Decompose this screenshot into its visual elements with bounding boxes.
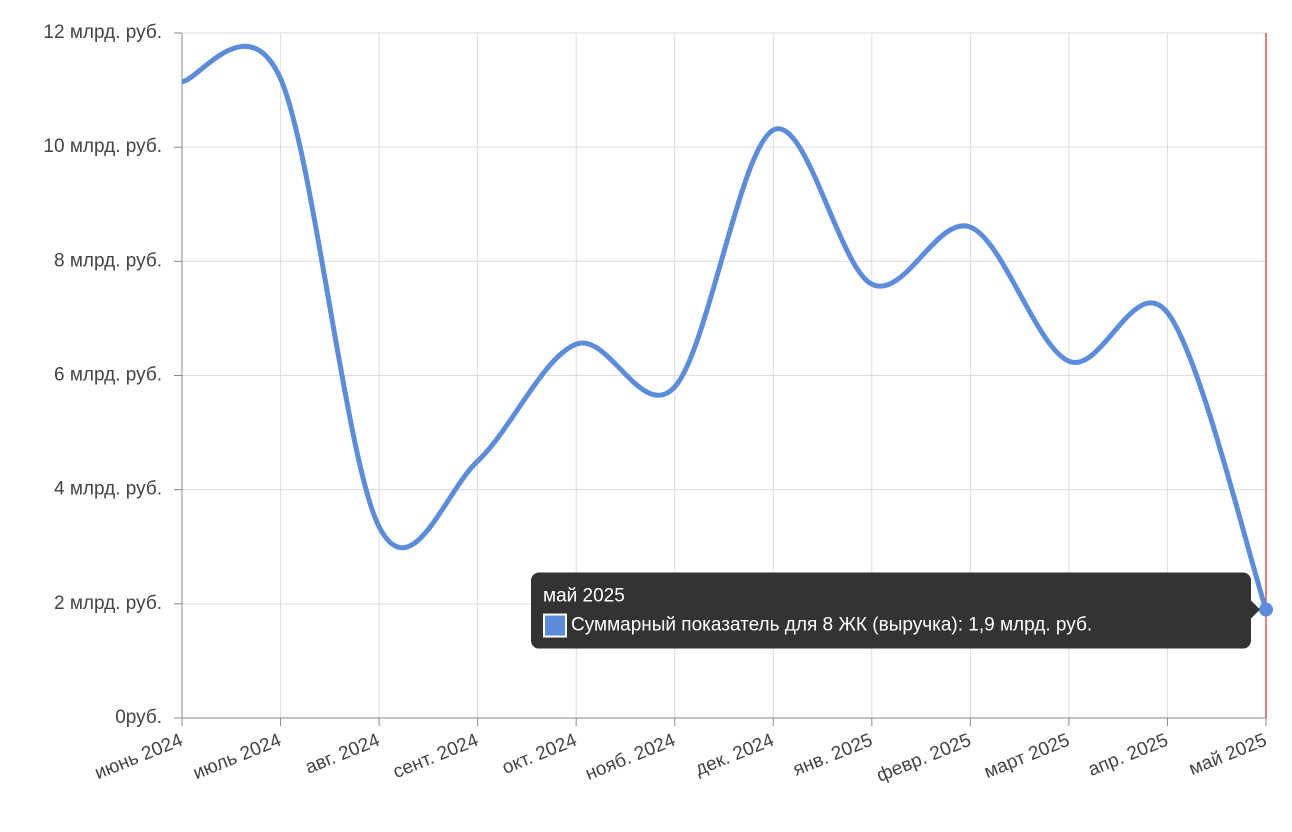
- x-tick-label: сент. 2024: [390, 730, 482, 783]
- hover-point: [1259, 602, 1273, 617]
- y-tick-label: 6 млрд. руб.: [54, 365, 162, 386]
- tooltip: май 2025 Суммарный показатель для 8 ЖК (в…: [531, 572, 1260, 649]
- y-tick-label: 0руб.: [115, 707, 162, 728]
- x-tick-label: окт. 2024: [499, 730, 580, 779]
- tooltip-box: [531, 572, 1251, 649]
- y-tick-label: 12 млрд. руб.: [43, 22, 162, 43]
- y-tick-label: 10 млрд. руб.: [43, 136, 162, 157]
- y-tick-label: 4 млрд. руб.: [54, 479, 162, 500]
- y-tick-label: 8 млрд. руб.: [54, 250, 162, 271]
- x-tick-label: дек. 2024: [692, 730, 777, 781]
- x-tick-label: авг. 2024: [303, 730, 384, 779]
- x-tick-label: июнь 2024: [92, 730, 186, 784]
- y-tick-label: 2 млрд. руб.: [54, 593, 162, 614]
- tooltip-title: май 2025: [543, 586, 625, 607]
- x-tick-label: янв. 2025: [790, 730, 875, 781]
- x-tick-label: март 2025: [981, 730, 1072, 783]
- x-tick-label: нояб. 2024: [582, 730, 678, 785]
- x-tick-label: июль 2024: [190, 730, 284, 784]
- tooltip-swatch: [543, 613, 567, 638]
- tooltip-text: Суммарный показатель для 8 ЖК (выручка):…: [571, 615, 1092, 636]
- x-tick-label: май 2025: [1186, 730, 1270, 780]
- x-tick-label: февр. 2025: [874, 730, 974, 787]
- line-series: [181, 44, 1269, 611]
- x-tick-label: апр. 2025: [1085, 730, 1171, 781]
- tooltip-arrow: [1251, 600, 1260, 619]
